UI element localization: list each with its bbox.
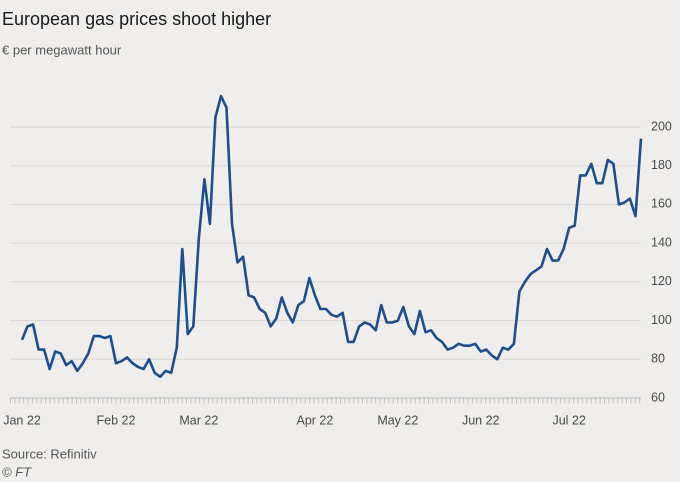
price-line <box>20 94 643 378</box>
y-tick-label: 200 <box>651 119 672 133</box>
y-tick-label: 100 <box>651 313 672 327</box>
y-tick-label: 60 <box>651 390 665 404</box>
y-tick-label: 160 <box>651 197 672 211</box>
x-tick-label: Feb 22 <box>96 413 135 427</box>
credit: © FT <box>2 464 32 479</box>
y-tick-label: 140 <box>651 235 672 249</box>
x-tick-label: Jul 22 <box>552 413 585 427</box>
x-tick-label: Mar 22 <box>179 413 218 427</box>
chart-title: European gas prices shoot higher <box>2 9 271 29</box>
x-tick-label: Apr 22 <box>296 413 333 427</box>
y-tick-label: 80 <box>651 352 665 366</box>
y-tick-label: 180 <box>651 158 672 172</box>
x-tick-label: Jun 22 <box>462 413 500 427</box>
y-tick-label: 120 <box>651 274 672 288</box>
source: Source: Refinitiv <box>2 446 97 461</box>
chart-subtitle: € per megawatt hour <box>2 42 122 57</box>
x-tick-label: Jan 22 <box>3 413 41 427</box>
x-tick-label: May 22 <box>377 413 418 427</box>
